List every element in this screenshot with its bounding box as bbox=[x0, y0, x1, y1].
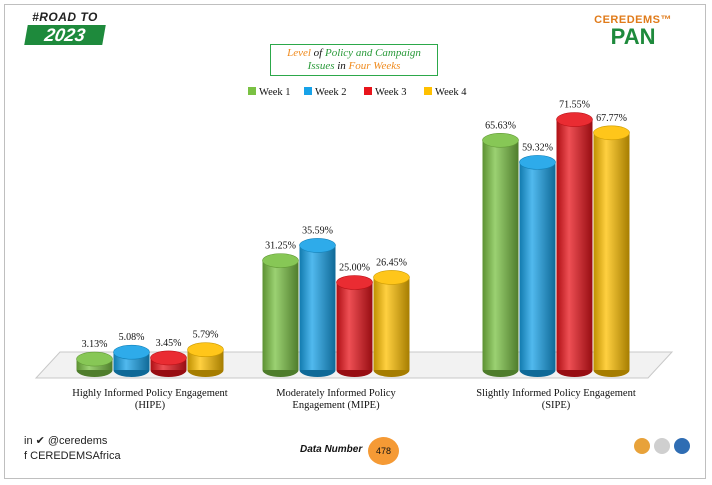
title-word-weeks: Four Weeks bbox=[348, 60, 401, 72]
legend-label-4: Week 4 bbox=[435, 87, 467, 98]
brand-main-label: PAN bbox=[610, 24, 656, 49]
legend-swatch-3 bbox=[364, 87, 372, 95]
legend-swatch-1 bbox=[248, 87, 256, 95]
legend-label-1: Week 1 bbox=[259, 87, 291, 98]
bar-week-4-1 bbox=[373, 270, 410, 377]
data-label-week-2-0: 5.08% bbox=[119, 332, 145, 343]
bar-week-1-0 bbox=[76, 351, 113, 377]
data-label-week-3-2: 71.55% bbox=[559, 100, 590, 111]
category-label-1-0: Moderately Informed Policy bbox=[276, 388, 396, 399]
data-number-badge: 478 bbox=[368, 437, 399, 465]
chart-title: Level of Policy and Campaign Issues in F… bbox=[270, 44, 438, 76]
data-number-label: Data Number bbox=[300, 444, 363, 455]
brand-top-label: CEREDEMS™ bbox=[594, 14, 672, 26]
linkedin-twitter-icon: in ✔ bbox=[24, 435, 48, 447]
data-label-week-1-2: 65.63% bbox=[485, 120, 516, 131]
road-to-2023-logo: #ROAD TO 2023 bbox=[24, 10, 106, 45]
data-label-week-4-1: 26.45% bbox=[376, 257, 407, 268]
bar-week-2-0 bbox=[113, 344, 150, 377]
category-label-2-1: (SIPE) bbox=[542, 400, 571, 411]
bar-week-2-1 bbox=[299, 238, 336, 377]
road-to-label: #ROAD TO bbox=[32, 10, 98, 24]
legend-label-2: Week 2 bbox=[315, 87, 347, 98]
facebook-handle: CEREDEMSAfrica bbox=[30, 450, 121, 462]
legend-label-3: Week 3 bbox=[375, 87, 407, 98]
bar-week-4-0 bbox=[187, 342, 224, 377]
title-word-policy: Policy and Campaign bbox=[324, 47, 421, 59]
bar-week-1-1 bbox=[262, 253, 299, 377]
title-word-issues: Issues bbox=[307, 60, 335, 72]
category-label-0-0: Highly Informed Policy Engagement bbox=[72, 388, 228, 399]
data-label-week-3-1: 25.00% bbox=[339, 263, 370, 274]
bar-week-3-2 bbox=[556, 112, 593, 377]
title-word-level: Level bbox=[287, 47, 311, 59]
category-label-1-1: Engagement (MIPE) bbox=[292, 400, 380, 411]
data-label-week-1-1: 31.25% bbox=[265, 241, 296, 252]
university-logo-icon bbox=[674, 438, 690, 454]
data-label-week-4-0: 5.79% bbox=[193, 330, 219, 341]
bar-week-3-1 bbox=[336, 275, 373, 377]
data-label-week-1-0: 3.13% bbox=[82, 339, 108, 350]
title-word-of: of bbox=[310, 47, 325, 59]
social-handles: in ✔ @ceredems f CEREDEMSAfrica bbox=[24, 434, 121, 464]
bar-week-1-2 bbox=[482, 132, 519, 377]
data-label-week-4-2: 67.77% bbox=[596, 113, 627, 124]
partner-logos bbox=[634, 438, 690, 454]
title-word-in: in bbox=[334, 60, 349, 72]
data-label-week-2-1: 35.59% bbox=[302, 225, 333, 236]
category-label-0-1: (HIPE) bbox=[135, 400, 166, 411]
seal-logo-icon bbox=[654, 438, 670, 454]
data-label-week-2-2: 59.32% bbox=[522, 142, 553, 153]
africa-logo-icon bbox=[634, 438, 650, 454]
category-label-2-0: Slightly Informed Policy Engagement bbox=[476, 388, 636, 399]
bar-week-3-0 bbox=[150, 350, 187, 377]
data-label-week-3-0: 3.45% bbox=[156, 338, 182, 349]
legend-swatch-2 bbox=[304, 87, 312, 95]
ceredems-pan-logo: CEREDEMS™ PAN bbox=[594, 14, 672, 48]
bar-week-4-2 bbox=[593, 125, 630, 377]
legend-swatch-4 bbox=[424, 87, 432, 95]
twitter-handle: @ceredems bbox=[47, 435, 108, 447]
bar-week-2-2 bbox=[519, 155, 556, 377]
facebook-icon: f bbox=[24, 450, 31, 462]
